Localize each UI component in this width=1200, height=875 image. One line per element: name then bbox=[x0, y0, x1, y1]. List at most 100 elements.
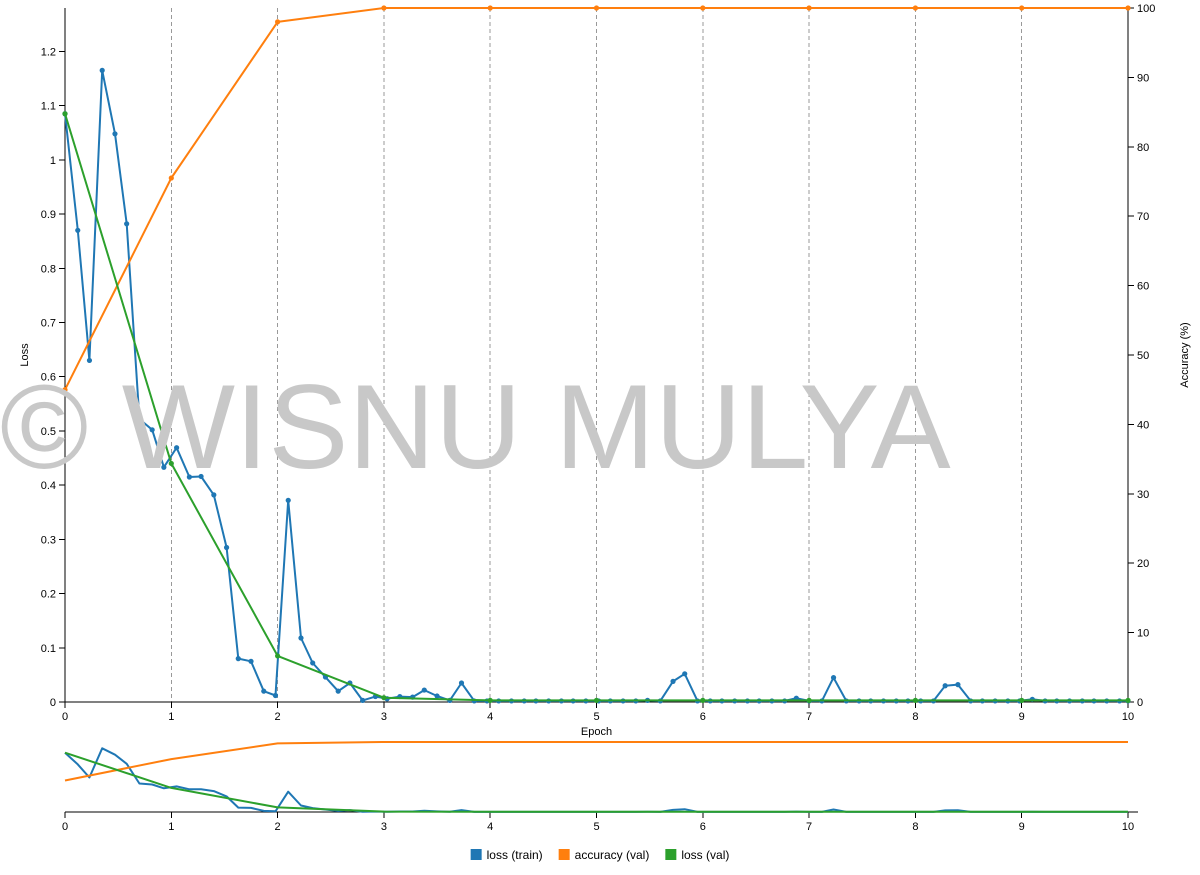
nav-x-tick-label: 6 bbox=[700, 821, 706, 833]
data-point-loss-val bbox=[1125, 697, 1131, 703]
data-point-loss-train bbox=[670, 678, 676, 684]
nav-x-tick-label: 5 bbox=[593, 821, 599, 833]
x-tick-label: 0 bbox=[62, 711, 68, 723]
data-point-loss-train bbox=[198, 473, 204, 480]
data-point-loss-val bbox=[381, 695, 387, 701]
data-point-accuracy-val bbox=[593, 5, 600, 11]
data-point-loss-train bbox=[335, 688, 341, 694]
x-tick-label: 9 bbox=[1019, 711, 1025, 723]
chart-legend: loss (train) accuracy (val) loss (val) bbox=[470, 848, 729, 862]
x-tick-label: 10 bbox=[1122, 711, 1134, 723]
legend-swatch bbox=[665, 849, 677, 860]
x-tick-label: 6 bbox=[700, 711, 706, 723]
y-right-tick-label: 70 bbox=[1137, 211, 1149, 223]
nav-x-tick-label: 4 bbox=[487, 821, 493, 833]
data-point-loss-train bbox=[124, 221, 130, 227]
nav-x-tick-label: 7 bbox=[806, 821, 812, 833]
y-left-tick-label: 0.3 bbox=[41, 534, 56, 546]
data-point-accuracy-val bbox=[1125, 5, 1131, 11]
legend-item-accuracy-val[interactable]: accuracy (val) bbox=[558, 848, 650, 862]
nav-x-tick-label: 9 bbox=[1019, 821, 1025, 833]
y-left-tick-label: 0.2 bbox=[41, 589, 56, 601]
data-point-loss-val bbox=[62, 111, 68, 117]
data-point-loss-train bbox=[682, 671, 688, 677]
nav-series-line-loss-train bbox=[64, 747, 1128, 813]
data-point-loss-train bbox=[261, 688, 267, 694]
x-tick-label: 8 bbox=[912, 711, 918, 723]
legend-label: loss (val) bbox=[681, 848, 729, 862]
data-point-accuracy-val bbox=[912, 5, 919, 11]
y-left-tick-label: 0.5 bbox=[41, 426, 56, 438]
data-point-loss-train bbox=[272, 692, 279, 699]
legend-item-loss-train[interactable]: loss (train) bbox=[470, 848, 543, 862]
nav-series-line-loss-val bbox=[64, 751, 1128, 813]
y-right-tick-label: 60 bbox=[1137, 281, 1149, 293]
data-point-loss-train bbox=[112, 131, 118, 137]
data-point-loss-train bbox=[285, 497, 291, 503]
data-point-loss-train bbox=[434, 693, 440, 699]
data-point-loss-val bbox=[700, 697, 706, 703]
data-point-accuracy-val bbox=[1019, 5, 1025, 11]
data-point-loss-train bbox=[298, 635, 304, 641]
data-point-loss-train bbox=[955, 682, 961, 688]
legend-item-loss-val[interactable]: loss (val) bbox=[665, 848, 729, 862]
data-point-loss-train bbox=[458, 680, 465, 686]
x-tick-label: 1 bbox=[168, 711, 174, 723]
data-point-loss-val bbox=[487, 697, 493, 703]
x-tick-label: 7 bbox=[806, 711, 812, 723]
data-point-loss-val bbox=[1019, 697, 1025, 703]
data-point-loss-train bbox=[149, 427, 155, 433]
data-point-loss-val bbox=[168, 460, 174, 467]
data-point-loss-val bbox=[275, 653, 281, 659]
legend-label: accuracy (val) bbox=[575, 848, 650, 862]
nav-x-tick-label: 2 bbox=[275, 821, 281, 833]
data-point-loss-train bbox=[942, 683, 948, 689]
nav-x-tick-label: 10 bbox=[1122, 821, 1134, 833]
data-point-accuracy-val bbox=[275, 19, 281, 25]
data-point-loss-train bbox=[360, 697, 366, 703]
y-right-tick-label: 50 bbox=[1137, 350, 1149, 362]
data-point-loss-train bbox=[75, 227, 81, 233]
main-plot-series bbox=[62, 5, 1131, 704]
y-left-tick-label: 0.7 bbox=[41, 317, 56, 329]
y-right-tick-label: 20 bbox=[1137, 558, 1149, 570]
x-axis-label: Epoch bbox=[581, 726, 612, 738]
x-tick-label: 3 bbox=[381, 711, 387, 723]
y-left-tick-label: 1 bbox=[50, 155, 56, 167]
y-right-tick-label: 90 bbox=[1137, 72, 1149, 84]
overview-navigator[interactable]: 0 1 2 3 4 5 6 7 8 9 10 bbox=[62, 741, 1138, 833]
data-point-accuracy-val bbox=[168, 175, 174, 181]
watermark-text: © WISNU MULYA bbox=[0, 360, 951, 494]
y-left-tick-label: 0.4 bbox=[41, 480, 56, 492]
y-right-tick-label: 40 bbox=[1137, 419, 1149, 431]
y-axis-left-label: Loss bbox=[19, 343, 31, 367]
legend-swatch bbox=[470, 849, 482, 860]
y-left-tick-label: 0.6 bbox=[41, 372, 56, 384]
y-right-tick-label: 80 bbox=[1137, 142, 1149, 154]
data-point-loss-train bbox=[136, 416, 143, 422]
x-tick-label: 5 bbox=[593, 711, 599, 723]
data-point-loss-train bbox=[186, 474, 192, 480]
data-point-loss-val bbox=[806, 697, 812, 703]
y-right-tick-label: 10 bbox=[1137, 628, 1149, 640]
data-point-loss-train bbox=[310, 660, 316, 666]
nav-x-tick-label: 3 bbox=[381, 821, 387, 833]
y-left-tick-label: 0.9 bbox=[41, 209, 56, 221]
data-point-loss-train bbox=[161, 464, 167, 470]
legend-label: loss (train) bbox=[487, 848, 543, 862]
data-point-accuracy-val bbox=[381, 5, 387, 11]
data-point-loss-train bbox=[211, 492, 217, 498]
y-left-tick-label: 1.2 bbox=[41, 46, 56, 58]
data-point-loss-train bbox=[830, 675, 837, 681]
data-point-loss-train bbox=[86, 357, 93, 364]
y-right-tick-label: 100 bbox=[1137, 3, 1155, 15]
nav-x-tick-label: 8 bbox=[912, 821, 918, 833]
data-point-loss-train bbox=[235, 656, 241, 662]
x-tick-label: 4 bbox=[487, 711, 493, 723]
y-right-tick-label: 0 bbox=[1137, 697, 1143, 709]
y-left-tick-label: 0.8 bbox=[41, 263, 56, 275]
y-left-tick-label: 1.1 bbox=[41, 101, 56, 113]
data-point-loss-train bbox=[248, 658, 254, 664]
data-point-accuracy-val bbox=[62, 387, 68, 393]
